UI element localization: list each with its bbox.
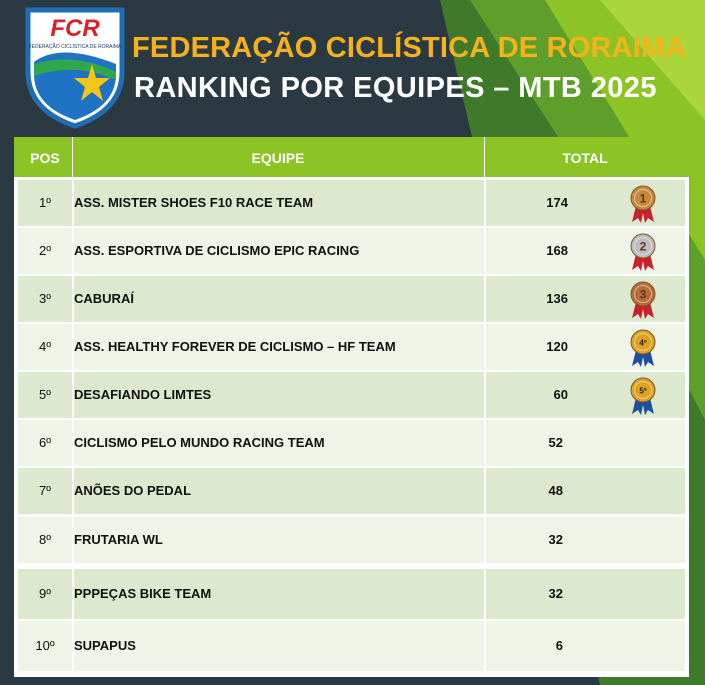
medal-icon: 5º bbox=[630, 377, 656, 415]
row-team: ANÕES DO PEDAL bbox=[72, 468, 486, 514]
table-row: 9º PPPEÇAS BIKE TEAM 32 bbox=[18, 569, 685, 621]
column-header-team: EQUIPE bbox=[72, 137, 485, 177]
table-row: 2º ASS. ESPORTIVA DE CICLISMO EPIC RACING… bbox=[18, 228, 685, 276]
row-total: 52 bbox=[548, 435, 563, 450]
row-team: ASS. HEALTHY FOREVER DE CICLISMO – HF TE… bbox=[72, 324, 486, 370]
row-position: 7º bbox=[18, 468, 74, 514]
column-header-total: TOTAL bbox=[562, 150, 608, 166]
column-header-pos: POS bbox=[18, 137, 73, 177]
logo-caption: FEDERAÇÃO CICLÍSTICA DE RORAIMA bbox=[29, 43, 122, 50]
row-team: SUPAPUS bbox=[72, 621, 486, 671]
row-team: FRUTARIA WL bbox=[72, 517, 486, 563]
medal-label: 3 bbox=[640, 288, 647, 302]
table-row: 7º ANÕES DO PEDAL 48 bbox=[18, 468, 685, 516]
row-team: PPPEÇAS BIKE TEAM bbox=[72, 569, 486, 619]
table-row: 1º ASS. MISTER SHOES F10 RACE TEAM 174 1 bbox=[18, 180, 685, 228]
row-position: 9º bbox=[18, 569, 74, 619]
medal-icon: 2 bbox=[630, 233, 656, 271]
medal-icon: 4º bbox=[630, 329, 656, 367]
medal-label: 1 bbox=[640, 192, 647, 206]
row-team-name: ANÕES DO PEDAL bbox=[74, 483, 192, 498]
row-team: CABURAÍ bbox=[72, 276, 486, 322]
row-position: 1º bbox=[18, 180, 74, 226]
fcr-logo: FCR FEDERAÇÃO CICLÍSTICA DE RORAIMA bbox=[25, 7, 125, 129]
row-team-name: FRUTARIA WL bbox=[74, 532, 163, 547]
row-team-name: ASS. ESPORTIVA DE CICLISMO EPIC RACING bbox=[74, 243, 360, 258]
row-total: 32 bbox=[548, 532, 563, 547]
row-position: 6º bbox=[18, 420, 74, 466]
row-position: 10º bbox=[18, 621, 74, 671]
row-position: 4º bbox=[18, 324, 74, 370]
page-title: FEDERAÇÃO CICLÍSTICA DE RORAIMA bbox=[132, 32, 687, 64]
table-row: 10º SUPAPUS 6 bbox=[18, 621, 685, 673]
row-team-name: CICLISMO PELO MUNDO RACING TEAM bbox=[74, 435, 325, 450]
medal-icon: 3 bbox=[630, 281, 656, 319]
row-team: ASS. ESPORTIVA DE CICLISMO EPIC RACING bbox=[72, 228, 486, 274]
row-total: 120 bbox=[546, 339, 568, 354]
row-team-name: CABURAÍ bbox=[74, 291, 134, 306]
ranking-table: POS EQUIPE TOTAL 1º ASS. MISTER SHOES F10… bbox=[14, 137, 689, 677]
row-total: 174 bbox=[546, 195, 568, 210]
row-position: 3º bbox=[18, 276, 74, 322]
page-subtitle: RANKING POR EQUIPES – MTB 2025 bbox=[134, 72, 657, 104]
table-header: POS EQUIPE TOTAL bbox=[14, 137, 689, 177]
medal-label: 2 bbox=[640, 240, 647, 254]
medal-label: 5º bbox=[639, 387, 646, 396]
table-row: 6º CICLISMO PELO MUNDO RACING TEAM 52 bbox=[18, 420, 685, 468]
row-total: 48 bbox=[548, 483, 563, 498]
row-team-name: PPPEÇAS BIKE TEAM bbox=[74, 586, 212, 601]
row-team: ASS. MISTER SHOES F10 RACE TEAM bbox=[72, 180, 486, 226]
row-total: 168 bbox=[546, 243, 568, 258]
row-total: 60 bbox=[553, 387, 568, 402]
medal-icon: 1 bbox=[630, 185, 656, 223]
row-position: 5º bbox=[18, 372, 74, 418]
table-row: 4º ASS. HEALTHY FOREVER DE CICLISMO – HF … bbox=[18, 324, 685, 372]
row-team-name: ASS. HEALTHY FOREVER DE CICLISMO – HF TE… bbox=[74, 339, 396, 354]
row-total: 136 bbox=[546, 291, 568, 306]
table-row: 8º FRUTARIA WL 32 bbox=[18, 517, 685, 565]
row-total: 6 bbox=[555, 638, 563, 653]
row-team-name: DESAFIANDO LIMTES bbox=[74, 387, 212, 402]
medal-label: 4º bbox=[639, 339, 646, 348]
row-position: 2º bbox=[18, 228, 74, 274]
row-team-name: SUPAPUS bbox=[74, 638, 136, 653]
row-total: 32 bbox=[548, 586, 563, 601]
row-team-name: ASS. MISTER SHOES F10 RACE TEAM bbox=[74, 195, 314, 210]
row-team: DESAFIANDO LIMTES bbox=[72, 372, 486, 418]
table-row: 5º DESAFIANDO LIMTES 60 5º bbox=[18, 372, 685, 420]
table-row: 3º CABURAÍ 136 3 bbox=[18, 276, 685, 324]
row-position: 8º bbox=[18, 517, 74, 563]
row-team: CICLISMO PELO MUNDO RACING TEAM bbox=[72, 420, 486, 466]
logo-text: FCR bbox=[50, 15, 100, 42]
